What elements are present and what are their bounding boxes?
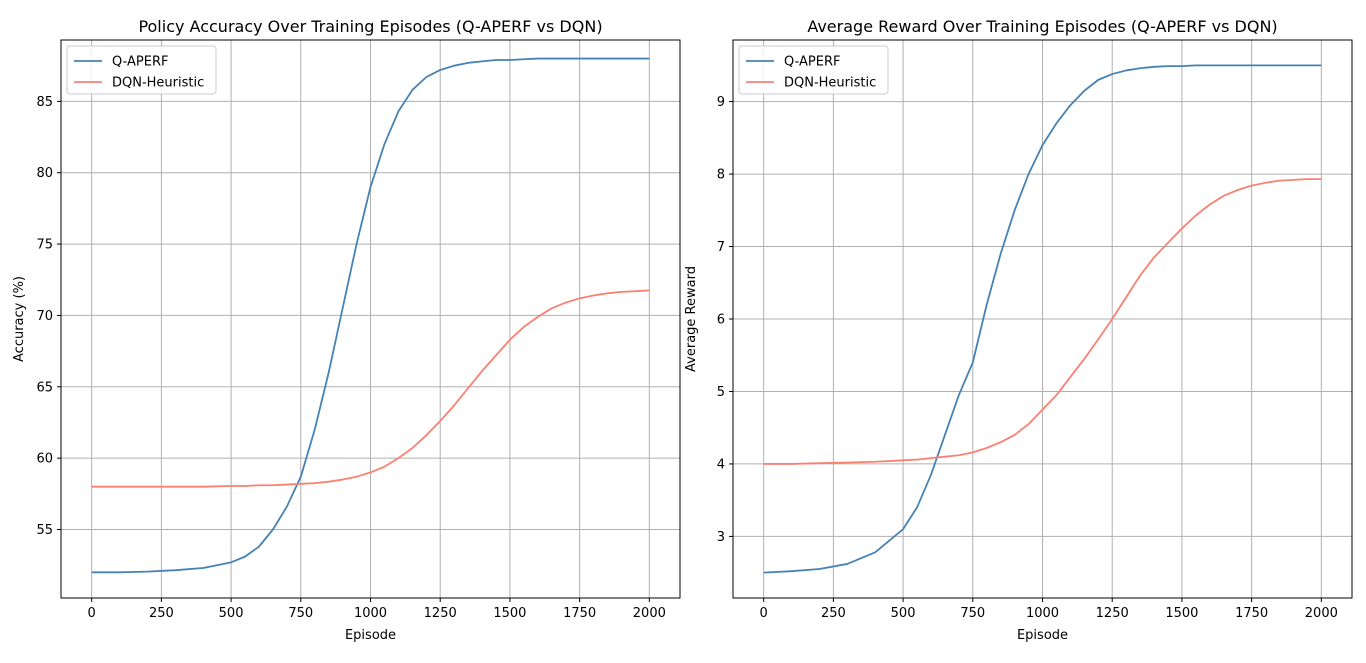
y-tick-label: 85 (36, 95, 53, 110)
y-tick-label: 80 (36, 166, 53, 181)
x-tick-label: 750 (960, 606, 985, 621)
chart-title: Policy Accuracy Over Training Episodes (… (138, 17, 602, 36)
y-tick-label: 3 (717, 530, 725, 545)
y-axis-label: Accuracy (%) (12, 276, 27, 362)
x-tick-label: 0 (88, 606, 96, 621)
x-tick-label: 750 (288, 606, 313, 621)
series-line-q-aperf (763, 64, 1322, 574)
series-line-q-aperf (91, 57, 650, 574)
y-tick-label: 4 (717, 457, 725, 472)
x-tick-label: 1000 (1026, 606, 1059, 621)
x-tick-label: 0 (760, 606, 768, 621)
legend-box (738, 45, 889, 95)
legend-label: Q-APERF (112, 55, 168, 70)
chart-title: Average Reward Over Training Episodes (Q… (807, 17, 1277, 36)
legend-label: Q-APERF (784, 55, 840, 70)
x-tick-label: 1250 (1096, 606, 1129, 621)
y-tick-label: 55 (36, 523, 53, 538)
legend-box (66, 45, 217, 95)
x-tick-label: 1000 (354, 606, 387, 621)
y-tick-label: 60 (36, 452, 53, 467)
x-axis-label: Episode (1017, 628, 1068, 643)
y-tick-label: 8 (717, 168, 725, 183)
y-tick-label: 70 (36, 309, 53, 324)
x-tick-label: 1500 (493, 606, 526, 621)
y-axis-label: Average Reward (684, 266, 699, 372)
x-tick-label: 500 (891, 606, 916, 621)
y-tick-label: 75 (36, 238, 53, 253)
x-tick-label: 2000 (633, 606, 666, 621)
x-tick-label: 1750 (1235, 606, 1268, 621)
y-tick-label: 65 (36, 380, 53, 395)
x-tick-label: 250 (149, 606, 174, 621)
series-line-dqn-heuristic (763, 178, 1322, 465)
series-line-dqn-heuristic (91, 289, 650, 488)
x-tick-label: 1500 (1165, 606, 1198, 621)
y-tick-label: 7 (717, 240, 725, 255)
legend: Q-APERF DQN-Heuristic (66, 45, 217, 95)
x-tick-label: 1250 (424, 606, 457, 621)
y-tick-label: 5 (717, 385, 725, 400)
x-tick-label: 250 (821, 606, 846, 621)
x-axis-label: Episode (345, 628, 396, 643)
x-tick-label: 2000 (1305, 606, 1338, 621)
y-tick-label: 6 (717, 313, 725, 328)
legend-label: DQN-Heuristic (784, 76, 876, 91)
chart-2: 0 250 500 750 1000 1250 1500 1750 2000 3 4 5 6 7 8 9 Ave… (684, 17, 1353, 643)
legend-label: DQN-Heuristic (112, 76, 204, 91)
chart-1: 0 250 500 750 1000 1250 1500 1750 2000 55 60 65 70 75… (12, 17, 681, 643)
legend: Q-APERF DQN-Heuristic (738, 45, 889, 95)
x-tick-label: 1750 (563, 606, 596, 621)
y-tick-label: 9 (717, 95, 725, 110)
x-tick-label: 500 (219, 606, 244, 621)
